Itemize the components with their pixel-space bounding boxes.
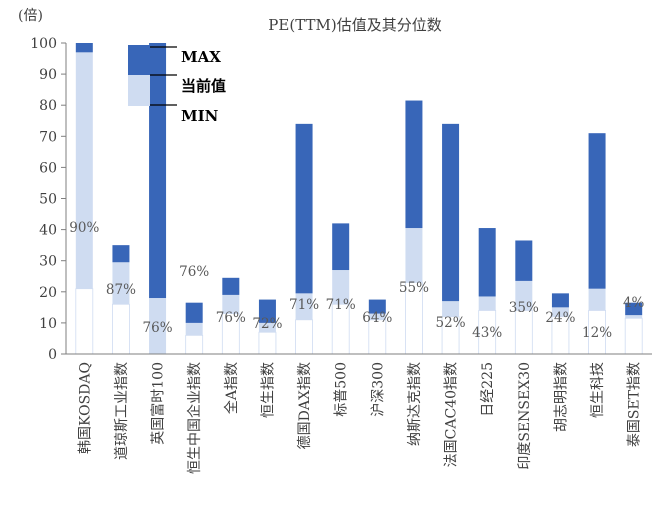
x-tick-label: 法国CAC40指数 bbox=[444, 362, 460, 467]
y-tick-label: 60 bbox=[39, 160, 57, 176]
bar-upper-segment bbox=[185, 302, 203, 323]
legend-label-max: MAX bbox=[181, 48, 221, 66]
bar-upper-segment bbox=[588, 133, 606, 289]
legend-swatch-upper bbox=[128, 45, 150, 75]
percentile-label: 76% bbox=[143, 320, 173, 336]
bar-upper-segment bbox=[405, 100, 423, 229]
bar-lower-segment bbox=[295, 293, 313, 320]
legend-label-min: MIN bbox=[181, 107, 219, 125]
percentile-label: 55% bbox=[399, 280, 429, 296]
bar-upper-segment bbox=[368, 299, 386, 314]
x-tick-label: 日经225 bbox=[480, 362, 496, 417]
percentile-label: 64% bbox=[362, 310, 392, 326]
bar-upper-segment bbox=[258, 299, 276, 323]
percentile-label: 76% bbox=[216, 310, 246, 326]
bar-upper-segment bbox=[75, 43, 93, 53]
percentile-label: 43% bbox=[472, 325, 502, 341]
percentile-label: 76% bbox=[179, 264, 209, 280]
bar-upper-segment bbox=[222, 277, 240, 295]
bar-lower-segment bbox=[332, 270, 350, 305]
x-tick-label: 韩国KOSDAQ bbox=[77, 362, 93, 454]
bar-upper-segment bbox=[478, 228, 496, 297]
bar-lower-segment bbox=[442, 301, 460, 317]
bar-lower-segment bbox=[515, 280, 533, 311]
y-tick-label: 90 bbox=[39, 67, 57, 83]
bar-lower-segment bbox=[405, 228, 423, 283]
x-tick-label: 德国DAX指数 bbox=[297, 362, 313, 449]
x-tick-label: 印度SENSEX30 bbox=[517, 362, 533, 470]
percentile-label: 72% bbox=[252, 316, 282, 332]
x-tick-label: 沪深300 bbox=[370, 362, 386, 417]
bar-lower-segment bbox=[551, 307, 569, 317]
bar-lower-segment bbox=[625, 315, 643, 319]
bar-base-outline bbox=[295, 319, 313, 355]
x-tick-label: 胡志明指数 bbox=[553, 362, 569, 432]
y-tick-label: 10 bbox=[39, 316, 57, 332]
bar-upper-segment bbox=[551, 293, 569, 308]
x-tick-label: 恒生指数 bbox=[260, 362, 276, 418]
bar-upper-segment bbox=[112, 245, 130, 263]
chart-title: PE(TTM)估值及其分位数 bbox=[268, 16, 441, 34]
bar-lower-segment bbox=[112, 262, 130, 305]
bar-upper-segment bbox=[295, 123, 313, 294]
bar-lower-segment bbox=[478, 296, 496, 311]
percentile-label: 35% bbox=[509, 300, 539, 316]
percentile-labels: 90% 87% 76% 76% 76% 72% 71% 71% 64% 55% 52% 43% 35% 2… bbox=[69, 220, 644, 341]
bar-base-outline bbox=[624, 317, 643, 355]
y-tick-label: 80 bbox=[39, 98, 57, 114]
percentile-label: 71% bbox=[289, 297, 319, 313]
y-tick-label: 30 bbox=[39, 254, 57, 270]
bar-upper-segment bbox=[625, 302, 643, 316]
percentile-label: 4% bbox=[623, 295, 645, 311]
bar-base-outline bbox=[258, 331, 277, 355]
bar-lower-segment bbox=[149, 298, 167, 354]
bar-upper-segment bbox=[442, 123, 460, 302]
y-tick-label: 70 bbox=[39, 129, 57, 145]
bars bbox=[75, 43, 643, 355]
percentile-label: 90% bbox=[69, 220, 99, 236]
y-tick-label: 0 bbox=[48, 347, 57, 363]
x-tick-label: 泰国SET指数 bbox=[627, 362, 643, 447]
percentile-label: 52% bbox=[436, 315, 466, 331]
bar-lower-segment bbox=[258, 322, 276, 333]
bar-lower-segment bbox=[368, 313, 386, 320]
percentile-label: 71% bbox=[326, 297, 356, 313]
bar-base-outline bbox=[112, 303, 130, 355]
bar-upper-segment bbox=[149, 43, 167, 299]
bar-lower-segment bbox=[185, 322, 203, 336]
bar-upper-segment bbox=[332, 223, 350, 271]
y-axis: 0 10 20 30 40 50 60 70 80 90 100 bbox=[30, 36, 67, 363]
legend: MAX 当前值 MIN bbox=[128, 45, 226, 125]
percentile-label: 87% bbox=[106, 282, 136, 298]
x-tick-label: 标普500 bbox=[334, 362, 350, 417]
x-tick-label: 恒生科技 bbox=[590, 362, 606, 418]
legend-label-current: 当前值 bbox=[181, 77, 226, 95]
x-tick-label: 道琼斯工业指数 bbox=[114, 362, 130, 460]
x-axis: 韩国KOSDAQ 道琼斯工业指数 英国富时100 恒生中国企业指数 全A指数 恒生指数 德国… bbox=[66, 353, 652, 474]
x-tick-label: 恒生中国企业指数 bbox=[186, 362, 203, 474]
bar-base-outline bbox=[185, 334, 204, 355]
bar-base-outline bbox=[75, 288, 94, 355]
y-tick-label: 100 bbox=[30, 36, 57, 52]
y-tick-label: 50 bbox=[39, 192, 57, 208]
bar-lower-segment bbox=[75, 52, 93, 289]
y-tick-label: 40 bbox=[39, 223, 57, 239]
x-tick-label: 全A指数 bbox=[223, 362, 240, 414]
bar-lower-segment bbox=[222, 294, 240, 314]
bar-upper-segment bbox=[515, 240, 533, 281]
percentile-label: 24% bbox=[545, 310, 575, 326]
y-axis-unit-label: (倍) bbox=[18, 8, 43, 24]
bar-lower-segment bbox=[588, 288, 606, 311]
percentile-label: 12% bbox=[582, 325, 612, 341]
x-tick-label: 纳斯达克指数 bbox=[407, 362, 423, 446]
legend-swatch-lower bbox=[128, 75, 150, 106]
bar-base-outline bbox=[514, 310, 533, 355]
y-tick-label: 20 bbox=[39, 285, 57, 301]
x-tick-label: 英国富时100 bbox=[150, 362, 167, 445]
